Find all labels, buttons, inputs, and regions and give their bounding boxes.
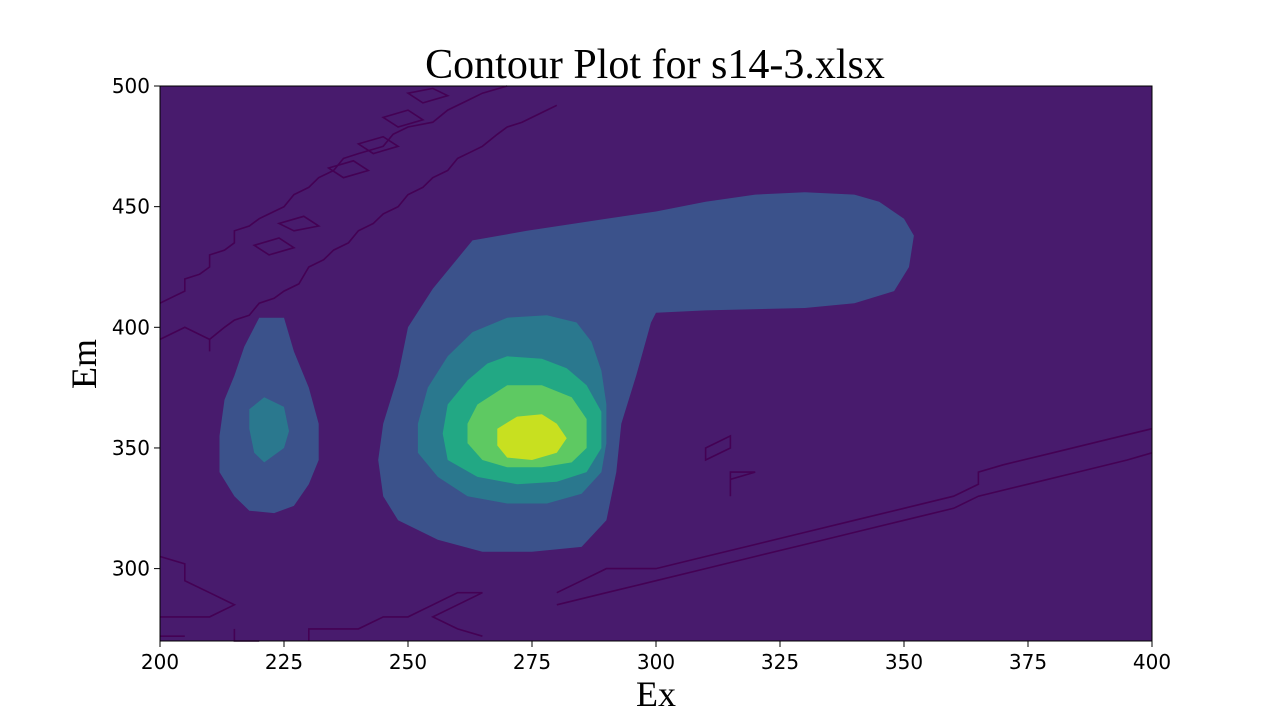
chart-title: Contour Plot for s14-3.xlsx	[425, 42, 885, 88]
x-tick-label: 250	[389, 650, 427, 674]
contour-regions	[219, 192, 914, 552]
x-axis-label: Ex	[636, 674, 676, 714]
contour-loop-7	[704, 434, 732, 462]
y-tick-label: 450	[112, 195, 150, 219]
y-tick-label: 400	[112, 315, 150, 339]
x-tick-label: 400	[1133, 650, 1171, 674]
contour-line-lower-left-1	[159, 555, 237, 618]
y-axis: 300 350 400 450 500	[112, 74, 160, 581]
plot-background	[160, 86, 1152, 641]
x-tick-label: 225	[265, 650, 303, 674]
x-axis: 200 225 250 275 300 325 350 375 400	[141, 641, 1171, 674]
contour-loop-4	[356, 135, 401, 155]
contour-line-lower-right-1	[556, 427, 1153, 594]
contour-line-lower-right-2	[556, 452, 1153, 606]
contour-line-upper-band-1	[159, 85, 508, 304]
contour-loop-3	[326, 159, 371, 179]
x-tick-label: 350	[885, 650, 923, 674]
y-tick-label: 300	[112, 557, 150, 581]
y-axis-label: Em	[64, 339, 104, 389]
contour-region-left-level-2	[249, 397, 289, 463]
x-tick-label: 300	[637, 650, 675, 674]
plot-area	[159, 85, 1153, 642]
contour-loop-1	[252, 237, 296, 256]
contour-line-lower-left-2	[307, 591, 483, 641]
x-tick-label: 200	[141, 650, 179, 674]
contour-loop-6	[405, 87, 450, 104]
y-tick-label: 350	[112, 436, 150, 460]
x-tick-label: 325	[761, 650, 799, 674]
y-tick-label: 500	[112, 74, 150, 98]
contour-loop-5	[381, 109, 425, 128]
contour-region-main-level-5	[497, 414, 567, 460]
x-tick-label: 375	[1009, 650, 1047, 674]
contour-loop-8	[729, 471, 756, 497]
x-tick-label: 275	[513, 650, 551, 674]
contour-lines	[159, 85, 1153, 642]
contour-loop-2	[276, 215, 321, 232]
contour-line-upper-band-2	[159, 104, 558, 352]
